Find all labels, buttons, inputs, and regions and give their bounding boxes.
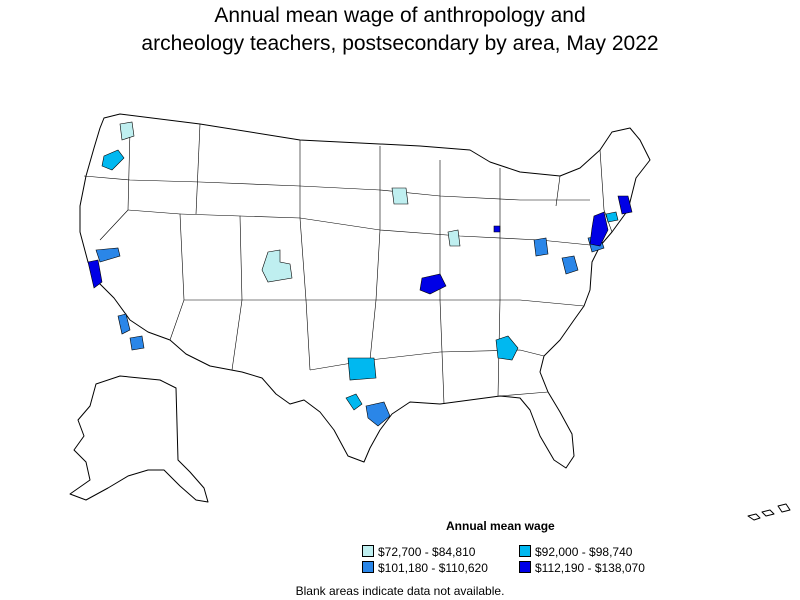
shaded-areas [87, 121, 633, 427]
area-range-4 [617, 195, 633, 215]
hawaii-islands [747, 503, 791, 521]
footnote: Blank areas indicate data not available. [295, 584, 505, 598]
area-range-3 [533, 237, 549, 257]
area-range-1 [119, 121, 135, 141]
contiguous-us-outline [79, 113, 651, 469]
map-title: Annual mean wage of anthropology and arc… [0, 2, 800, 58]
legend-item-range-1: $72,700 - $84,810 [362, 545, 475, 559]
area-range-4 [589, 211, 609, 247]
title-line-1: Annual mean wage of anthropology and [214, 4, 586, 27]
legend-swatch [362, 545, 374, 557]
area-range-4 [87, 259, 103, 289]
legend-swatch [519, 561, 531, 573]
title-line-2: archeology teachers, postsecondary by ar… [141, 32, 659, 55]
area-boundaries [83, 123, 613, 405]
area-range-4 [419, 273, 447, 295]
area-range-3 [117, 313, 131, 335]
area-range-1 [261, 249, 293, 283]
legend-title: Annual mean wage [446, 519, 555, 533]
area-range-4 [493, 225, 501, 233]
legend-item-range-3: $101,180 - $110,620 [362, 561, 488, 575]
legend-label: $72,700 - $84,810 [378, 545, 476, 559]
legend-label: $101,180 - $110,620 [378, 561, 488, 575]
area-range-2 [605, 211, 619, 223]
area-range-3 [561, 255, 579, 275]
legend-label: $92,000 - $98,740 [535, 545, 633, 559]
legend-item-range-4: $112,190 - $138,070 [519, 561, 645, 575]
area-range-1 [391, 187, 409, 205]
legend-swatch [362, 561, 374, 573]
legend-item-range-2: $92,000 - $98,740 [519, 545, 632, 559]
area-range-2 [495, 335, 519, 361]
area-range-3 [129, 335, 145, 351]
area-range-2 [347, 357, 377, 381]
legend-label: $112,190 - $138,070 [535, 561, 645, 575]
area-range-3 [95, 247, 121, 263]
area-range-2 [101, 149, 125, 171]
alaska-outline [69, 375, 209, 503]
area-range-3 [365, 401, 391, 427]
area-range-1 [447, 229, 461, 247]
legend-swatch [519, 545, 531, 557]
area-range-2 [345, 393, 363, 411]
